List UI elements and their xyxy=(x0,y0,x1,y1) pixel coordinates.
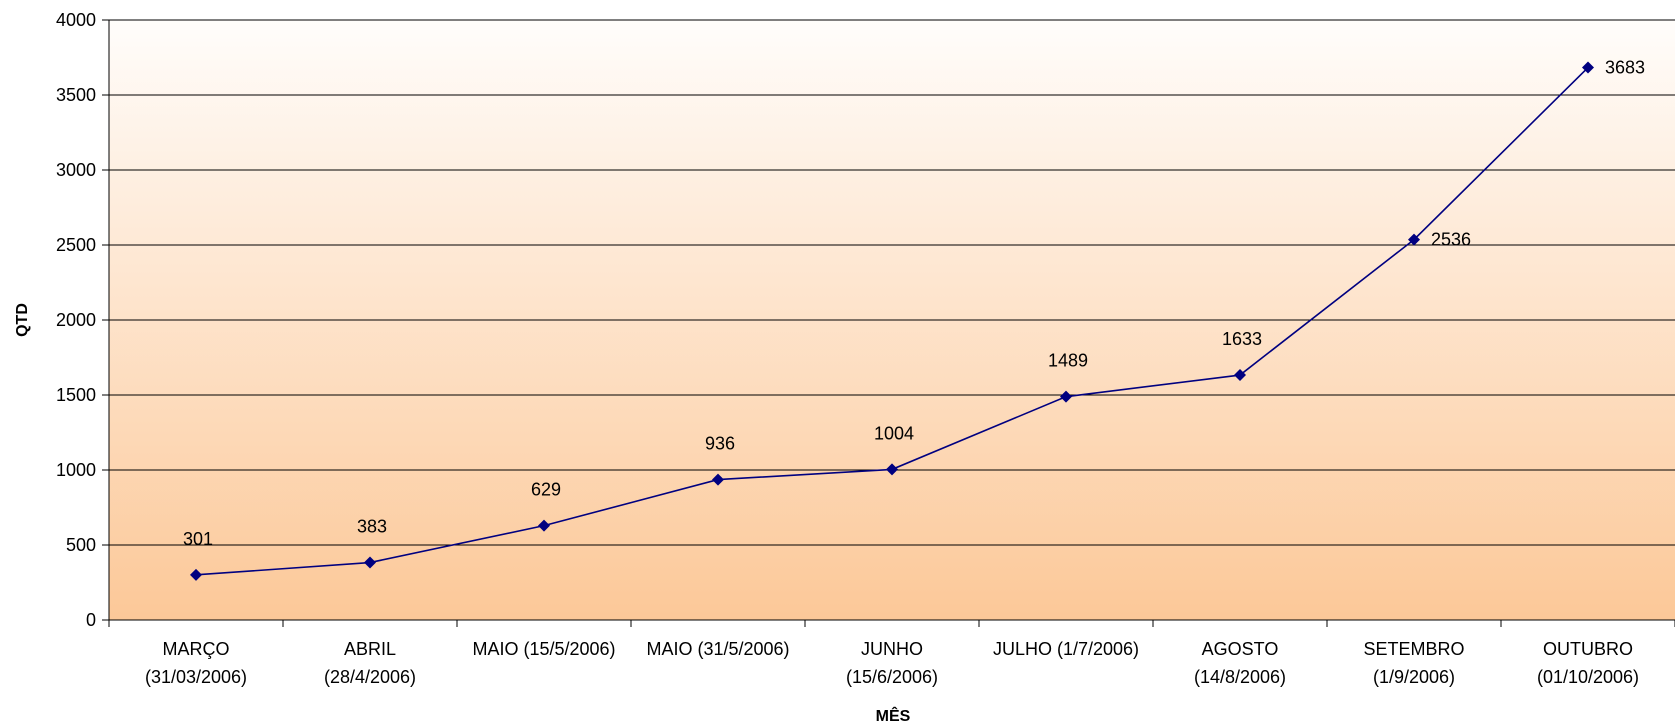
x-tick-label: SETEMBRO (1/9/2006) xyxy=(1363,639,1464,687)
x-tick-label-line: (14/8/2006) xyxy=(1194,667,1286,687)
y-tick-label: 3500 xyxy=(56,85,96,105)
y-tick-label: 3000 xyxy=(56,160,96,180)
x-tick-label: ABRIL (28/4/2006) xyxy=(324,639,416,687)
x-tick-label: AGOSTO (14/8/2006) xyxy=(1194,639,1286,687)
data-point-marker xyxy=(190,568,202,581)
x-tick-label-line: MARÇO xyxy=(163,639,230,659)
data-point-marker xyxy=(1408,233,1420,246)
x-tick-label: MAIO (15/5/2006) xyxy=(472,639,615,659)
y-tick-label: 2500 xyxy=(56,235,96,255)
data-point-marker xyxy=(712,473,724,486)
x-tick-label: JULHO (1/7/2006) xyxy=(993,639,1139,659)
data-label: 3683 xyxy=(1605,58,1645,78)
x-tick-label-line: MAIO (31/5/2006) xyxy=(646,639,789,659)
x-tick-label-line: (01/10/2006) xyxy=(1537,667,1639,687)
x-tick-label: MAIO (31/5/2006) xyxy=(646,639,789,659)
x-tick-label-line: (1/9/2006) xyxy=(1373,667,1455,687)
data-label: 1633 xyxy=(1222,329,1262,349)
y-tick-label: 500 xyxy=(66,535,96,555)
data-point-marker xyxy=(1234,369,1246,382)
x-tick-label: JUNHO (15/6/2006) xyxy=(846,639,938,687)
x-tick-label-line: MAIO (15/5/2006) xyxy=(472,639,615,659)
x-tick-label-line: ABRIL xyxy=(344,639,396,659)
x-tick-label: MARÇO (31/03/2006) xyxy=(145,639,247,687)
data-point-marker xyxy=(538,519,550,532)
x-tick-label-line: (28/4/2006) xyxy=(324,667,416,687)
data-point-marker xyxy=(1582,61,1594,74)
y-tick-label: 1000 xyxy=(56,460,96,480)
data-label: 383 xyxy=(357,517,387,537)
y-tick-label: 2000 xyxy=(56,310,96,330)
y-tick-label: 1500 xyxy=(56,385,96,405)
data-label: 936 xyxy=(705,434,735,454)
data-label: 629 xyxy=(531,480,561,500)
y-tick-label: 0 xyxy=(86,610,96,630)
x-tick-label-line: JULHO (1/7/2006) xyxy=(993,639,1139,659)
x-tick-label-line: (31/03/2006) xyxy=(145,667,247,687)
y-axis-title: QTD xyxy=(14,303,31,337)
data-label: 2536 xyxy=(1431,230,1471,250)
data-point-marker xyxy=(886,463,898,476)
x-tick-label-line: SETEMBRO xyxy=(1363,639,1464,659)
x-tick-label-line: OUTUBRO xyxy=(1543,639,1633,659)
data-point-marker xyxy=(364,556,376,569)
x-tick-label-line: (15/6/2006) xyxy=(846,667,938,687)
data-label: 301 xyxy=(183,529,213,549)
x-axis-title: MÊS xyxy=(876,706,911,725)
x-tick-label-line: AGOSTO xyxy=(1202,639,1279,659)
y-tick-label: 4000 xyxy=(56,10,96,30)
data-point-marker xyxy=(1060,390,1072,403)
data-label: 1489 xyxy=(1048,351,1088,371)
x-tick-label-line: JUNHO xyxy=(861,639,923,659)
data-label: 1004 xyxy=(874,423,914,443)
x-tick-label: OUTUBRO (01/10/2006) xyxy=(1537,639,1639,687)
